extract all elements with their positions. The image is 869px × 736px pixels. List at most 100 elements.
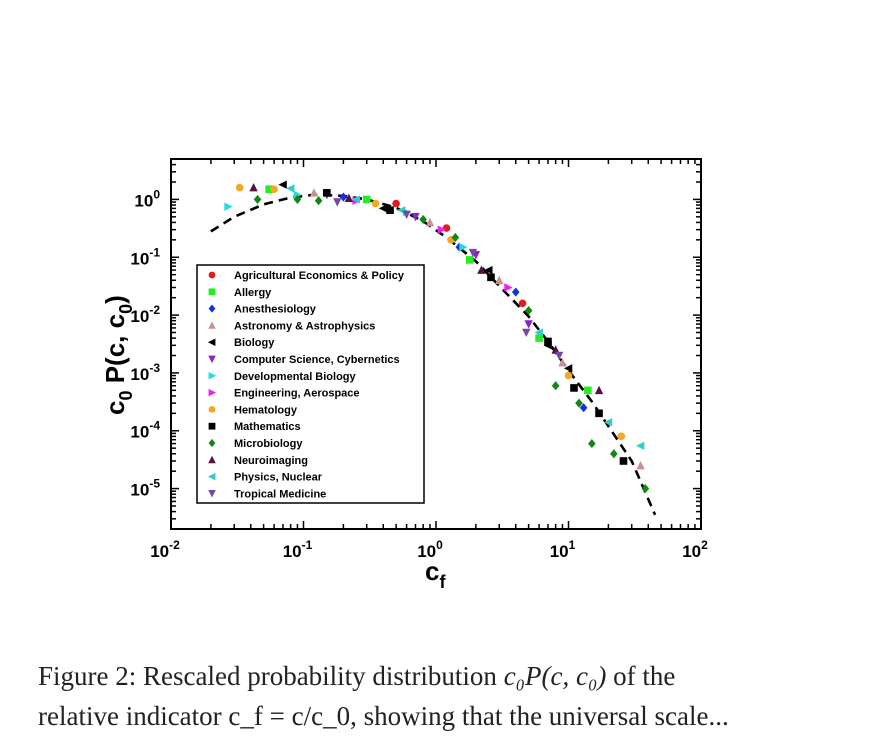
data-point: [419, 214, 427, 225]
data-point: [425, 217, 435, 227]
x-tick-label: 10-1: [283, 538, 313, 561]
data-point: [270, 185, 278, 194]
data-point: [411, 213, 420, 222]
data-point: [224, 202, 233, 211]
data-point: [314, 196, 323, 206]
x-axis-title: cf: [425, 556, 446, 592]
data-point: [484, 265, 493, 275]
data-point: [344, 193, 354, 202]
y-tick-label: 10-2: [130, 303, 160, 326]
legend-label: Mathematics: [234, 421, 301, 433]
data-point: [588, 439, 596, 449]
legend-marker: [208, 455, 216, 464]
legend-marker: [208, 422, 216, 430]
legend-marker: [208, 406, 216, 413]
x-tick-label: 101: [550, 538, 576, 561]
data-point: [309, 188, 319, 197]
legend-label: Agricultural Economics & Policy: [234, 270, 405, 282]
data-points: [224, 180, 650, 494]
data-point: [487, 273, 495, 282]
fit-line: [210, 193, 657, 516]
legend: Agricultural Economics & Policy Allergy An…: [196, 264, 425, 504]
data-point: [386, 206, 394, 215]
x-tick-label: 102: [682, 538, 708, 561]
data-point: [459, 242, 468, 252]
legend-marker: [208, 355, 216, 364]
legend-marker: [208, 288, 216, 296]
data-point: [466, 256, 474, 264]
tick-labels: 10-2 10-1 100 101 102 100 10-1 10-2 10-3 10-4 10-5: [130, 187, 708, 561]
data-point: [641, 484, 650, 494]
legend-marker: [208, 490, 216, 498]
data-point: [610, 449, 618, 459]
legend-label: Developmental Biology: [234, 371, 357, 383]
data-point: [524, 305, 533, 316]
data-point: [575, 398, 583, 408]
data-point: [564, 371, 573, 380]
data-point: [551, 345, 560, 354]
data-point: [563, 364, 573, 373]
data-point: [371, 199, 380, 208]
data-point: [579, 403, 588, 413]
data-point: [362, 195, 371, 204]
caption-line-1: Figure 2: Rescaled probability distribut…: [38, 661, 676, 691]
chart: 10-2 10-1 100 101 102 100 10-1 10-2 10-3 10-4 10-5…: [100, 158, 708, 592]
figure-caption: Figure 2: Rescaled probability distribut…: [38, 656, 858, 736]
y-tick-label: 10-4: [130, 419, 160, 442]
x-tick-label: 10-2: [150, 538, 180, 561]
data-point: [278, 180, 287, 189]
caption-line-2: relative indicator c_f = c/c_0, showing …: [38, 701, 729, 731]
legend-label: Physics, Nuclear: [234, 472, 323, 484]
data-point: [511, 287, 520, 297]
data-point: [451, 232, 460, 243]
data-point: [253, 194, 262, 204]
legend-label: Computer Science, Cybernetics: [234, 354, 400, 366]
data-point: [293, 194, 302, 204]
data-point: [249, 183, 258, 192]
y-tick-label: 10-5: [130, 477, 160, 500]
data-point: [551, 381, 560, 391]
data-point: [504, 283, 513, 292]
legend-label: Allergy: [234, 287, 272, 299]
data-point: [351, 195, 361, 204]
legend-label: Microbiology: [234, 438, 303, 450]
data-point: [468, 248, 478, 258]
data-point: [265, 185, 273, 194]
data-point: [518, 299, 527, 308]
legend-box: [196, 264, 425, 504]
data-point: [402, 210, 411, 219]
data-point: [594, 385, 604, 395]
y-tick-label: 100: [134, 187, 160, 210]
data-point: [534, 328, 543, 337]
legend-marker: [208, 271, 216, 279]
data-point: [584, 386, 592, 395]
y-tick-label: 10-1: [130, 245, 160, 268]
legend-marker: [208, 321, 216, 329]
data-point: [617, 432, 626, 441]
legend-marker: [208, 304, 216, 313]
legend-label: Neuroimaging: [234, 455, 308, 467]
data-point: [636, 441, 645, 450]
data-point: [477, 265, 486, 274]
data-point: [603, 418, 613, 427]
data-point: [558, 358, 567, 367]
data-point: [235, 183, 244, 192]
data-point: [544, 337, 552, 346]
y-tick-label: 10-3: [130, 361, 160, 384]
data-point: [495, 275, 504, 285]
legend-marker: [208, 438, 216, 448]
data-point: [286, 184, 295, 193]
data-point: [595, 409, 603, 418]
tick-marks: [170, 158, 701, 530]
data-point: [333, 198, 342, 207]
legend-label: Engineering, Aerospace: [234, 388, 360, 400]
y-axis-title: c0 P(c, c0): [100, 295, 136, 415]
data-point: [437, 225, 447, 234]
legend-label: Astronomy & Astrophysics: [234, 320, 375, 332]
data-point: [554, 351, 564, 361]
legend-label: Biology: [234, 337, 275, 349]
legend-label: Tropical Medicine: [234, 488, 326, 500]
data-point: [535, 334, 543, 342]
legend-marker: [207, 338, 216, 346]
data-point: [522, 328, 531, 338]
